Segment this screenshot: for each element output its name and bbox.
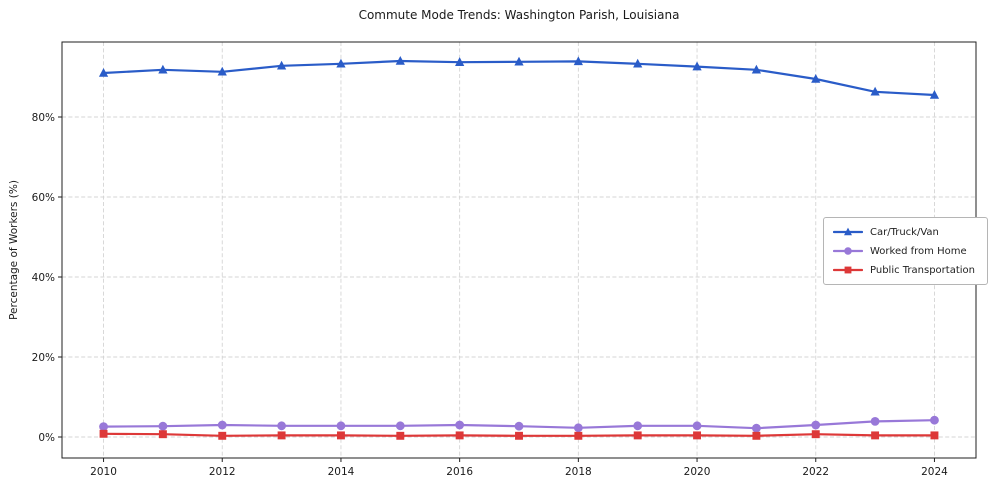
chart-title: Commute Mode Trends: Washington Parish, … <box>358 8 680 22</box>
marker-worked-from-home <box>395 421 405 431</box>
series-line-car-truck-van <box>102 59 936 97</box>
marker-car-truck-van <box>217 66 227 76</box>
marker-car-truck-van <box>276 60 287 70</box>
marker-public-transportation <box>277 431 286 440</box>
legend-label: Car/Truck/Van <box>870 226 939 238</box>
marker-public-transportation <box>158 430 167 439</box>
legend-entry-public-transportation: Public Transportation <box>833 264 975 276</box>
marker-public-transportation <box>930 431 939 440</box>
marker-public-transportation <box>515 431 523 440</box>
marker-car-truck-van <box>395 55 405 65</box>
marker-public-transportation <box>336 431 345 440</box>
marker-worked-from-home <box>752 423 761 433</box>
marker-worked-from-home <box>514 421 524 431</box>
legend: Car/Truck/Van Worked from Home Public Tran… <box>823 217 988 285</box>
marker-public-transportation <box>871 431 880 440</box>
marker-worked-from-home <box>455 420 465 430</box>
marker-worked-from-home <box>692 421 702 431</box>
marker-public-transportation <box>811 430 820 439</box>
marker-public-transportation <box>574 431 583 440</box>
legend-sample-marker <box>844 227 852 236</box>
legend-label: Public Transportation <box>870 264 975 276</box>
x-tick-label: 2014 <box>328 466 355 478</box>
x-tick-label: 2012 <box>209 466 236 478</box>
marker-public-transportation <box>633 431 642 440</box>
marker-worked-from-home <box>633 421 643 431</box>
marker-car-truck-van <box>633 58 643 68</box>
x-tick-label: 2010 <box>90 466 117 478</box>
marker-public-transportation <box>752 431 761 440</box>
legend-sample-public-transportation <box>833 266 863 274</box>
marker-car-truck-van <box>751 64 762 74</box>
marker-car-truck-van <box>811 73 821 83</box>
marker-worked-from-home <box>573 423 583 433</box>
marker-car-truck-van <box>692 61 702 71</box>
marker-worked-from-home <box>811 420 821 430</box>
marker-car-truck-van <box>870 86 880 96</box>
marker-worked-from-home <box>336 421 346 431</box>
marker-public-transportation <box>455 431 464 440</box>
marker-worked-from-home <box>277 421 286 431</box>
legend-label: Worked from Home <box>870 245 967 257</box>
x-tick-label: 2024 <box>921 466 948 478</box>
marker-car-truck-van <box>158 64 168 74</box>
marker-public-transportation <box>396 431 405 440</box>
y-tick-label: 80% <box>32 112 55 124</box>
x-tick-label: 2016 <box>446 466 473 478</box>
marker-car-truck-van <box>336 58 346 68</box>
marker-worked-from-home <box>158 421 168 431</box>
y-tick-label: 60% <box>32 192 55 204</box>
marker-worked-from-home <box>870 417 880 426</box>
x-tick-label: 2022 <box>802 466 829 478</box>
marker-public-transportation <box>693 431 702 440</box>
legend-entry-car-truck-van: Car/Truck/Van <box>833 226 975 238</box>
marker-public-transportation <box>218 431 227 440</box>
marker-worked-from-home <box>930 415 939 425</box>
x-tick-label: 2020 <box>684 466 711 478</box>
legend-sample-marker <box>844 247 852 255</box>
y-tick-label: 40% <box>32 272 55 284</box>
marker-car-truck-van <box>573 56 583 66</box>
x-tick-label: 2018 <box>565 466 592 478</box>
legend-sample-worked-from-home <box>833 247 863 255</box>
marker-car-truck-van <box>514 56 524 66</box>
marker-car-truck-van <box>455 57 465 66</box>
marker-car-truck-van <box>929 89 940 99</box>
legend-entry-worked-from-home: Worked from Home <box>833 245 975 257</box>
y-tick-label: 0% <box>38 432 55 444</box>
legend-sample-car-truck-van <box>833 227 863 236</box>
y-tick-label: 20% <box>32 352 55 364</box>
marker-worked-from-home <box>99 422 108 431</box>
legend-sample-marker <box>844 266 852 274</box>
marker-worked-from-home <box>217 420 227 430</box>
marker-public-transportation <box>99 429 108 438</box>
marker-car-truck-van <box>98 67 109 77</box>
